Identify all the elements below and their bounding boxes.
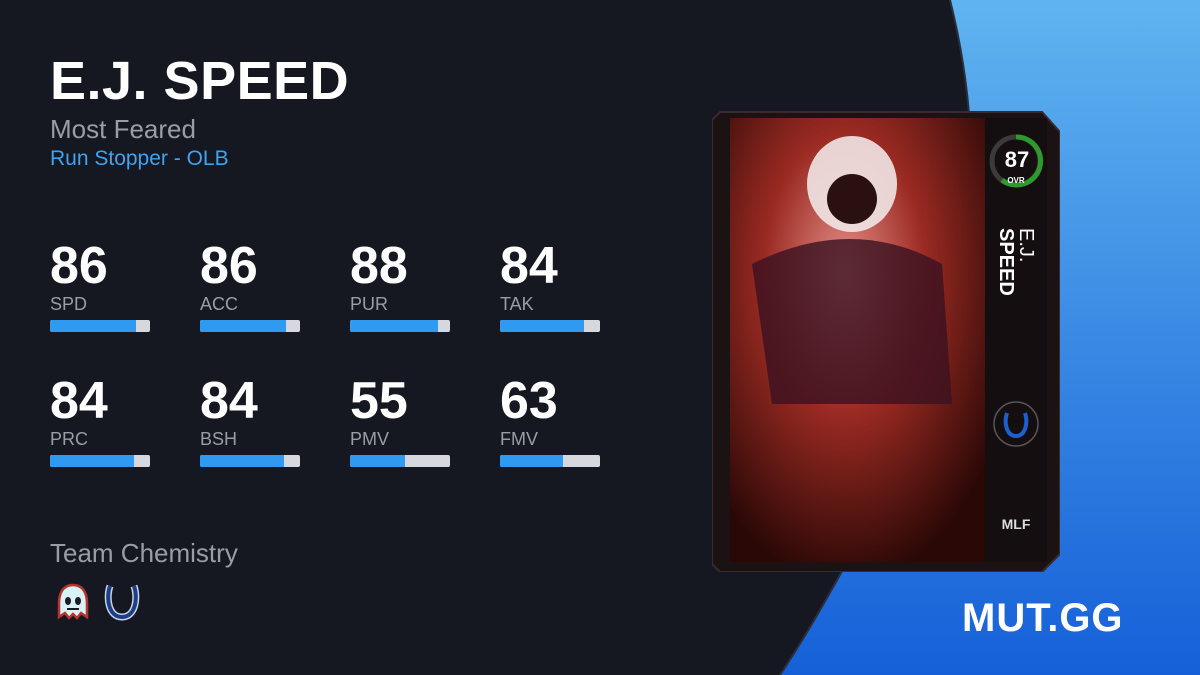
stat-value: 84 [50, 372, 108, 430]
ovr-value: 87 [1004, 147, 1030, 172]
stat-bar-fill [500, 455, 563, 467]
archetype: Run Stopper - OLB [50, 147, 229, 170]
stat-acc: 86 ACC [200, 240, 300, 332]
stat-bar-fill [500, 320, 584, 332]
stat-prc: 84 PRC [50, 375, 150, 467]
stat-spd: 86 SPD [50, 240, 150, 332]
card-first-name: E.J. [1015, 228, 1037, 263]
stat-value: 86 [50, 237, 108, 295]
ovr-ring [1000, 134, 1044, 188]
mut-gg-logo[interactable]: MUT.GG [962, 596, 1124, 640]
stat-label: PRC [50, 429, 89, 449]
stat-value: 55 [350, 372, 408, 430]
stat-bar-fill [200, 455, 284, 467]
colts-horseshoe-icon [1003, 412, 1029, 439]
player-name: E.J. SPEED [50, 51, 350, 111]
stat-pur: 88 PUR [350, 240, 450, 332]
stat-bar [500, 320, 600, 332]
stat-bar [500, 455, 600, 467]
stat-bar-fill [200, 320, 286, 332]
stat-label: SPD [50, 294, 88, 314]
stat-value: 63 [500, 372, 558, 430]
stat-value: 88 [350, 237, 408, 295]
player-card[interactable]: MLF 87 OVR E.J. SPEED [711, 104, 1061, 573]
stat-fmv: 63 FMV [500, 375, 600, 467]
stat-bar-fill [50, 455, 134, 467]
mut-league-logo-icon: MLF [1002, 516, 1031, 532]
stat-bar [200, 320, 300, 332]
stat-label: FMV [500, 429, 538, 449]
stat-bar [350, 455, 450, 467]
colts-horseshoe-icon [104, 584, 140, 621]
stat-bsh: 84 BSH [200, 375, 300, 467]
stat-bar [350, 320, 450, 332]
stat-bar [200, 455, 300, 467]
stat-value: 84 [200, 372, 258, 430]
stat-label: PMV [350, 429, 390, 449]
stat-pmv: 55 PMV [350, 375, 450, 467]
stat-value: 86 [200, 237, 258, 295]
stat-bar [50, 320, 150, 332]
stat-bar-fill [350, 320, 438, 332]
program-name: Most Feared [50, 114, 196, 144]
most-feared-ghost-icon [57, 583, 89, 620]
stat-value: 84 [500, 237, 558, 295]
ovr-label: OVR [1007, 176, 1025, 185]
stat-tak: 84 TAK [500, 240, 600, 332]
team-chemistry-title: Team Chemistry [50, 538, 238, 568]
stat-label: TAK [500, 294, 534, 314]
stat-bar-fill [50, 320, 136, 332]
stat-label: BSH [200, 429, 238, 449]
card-last-name: SPEED [995, 228, 1017, 296]
stat-label: ACC [200, 294, 239, 314]
stat-bar-fill [350, 455, 405, 467]
stat-label: PUR [350, 294, 389, 314]
stat-bar [50, 455, 150, 467]
